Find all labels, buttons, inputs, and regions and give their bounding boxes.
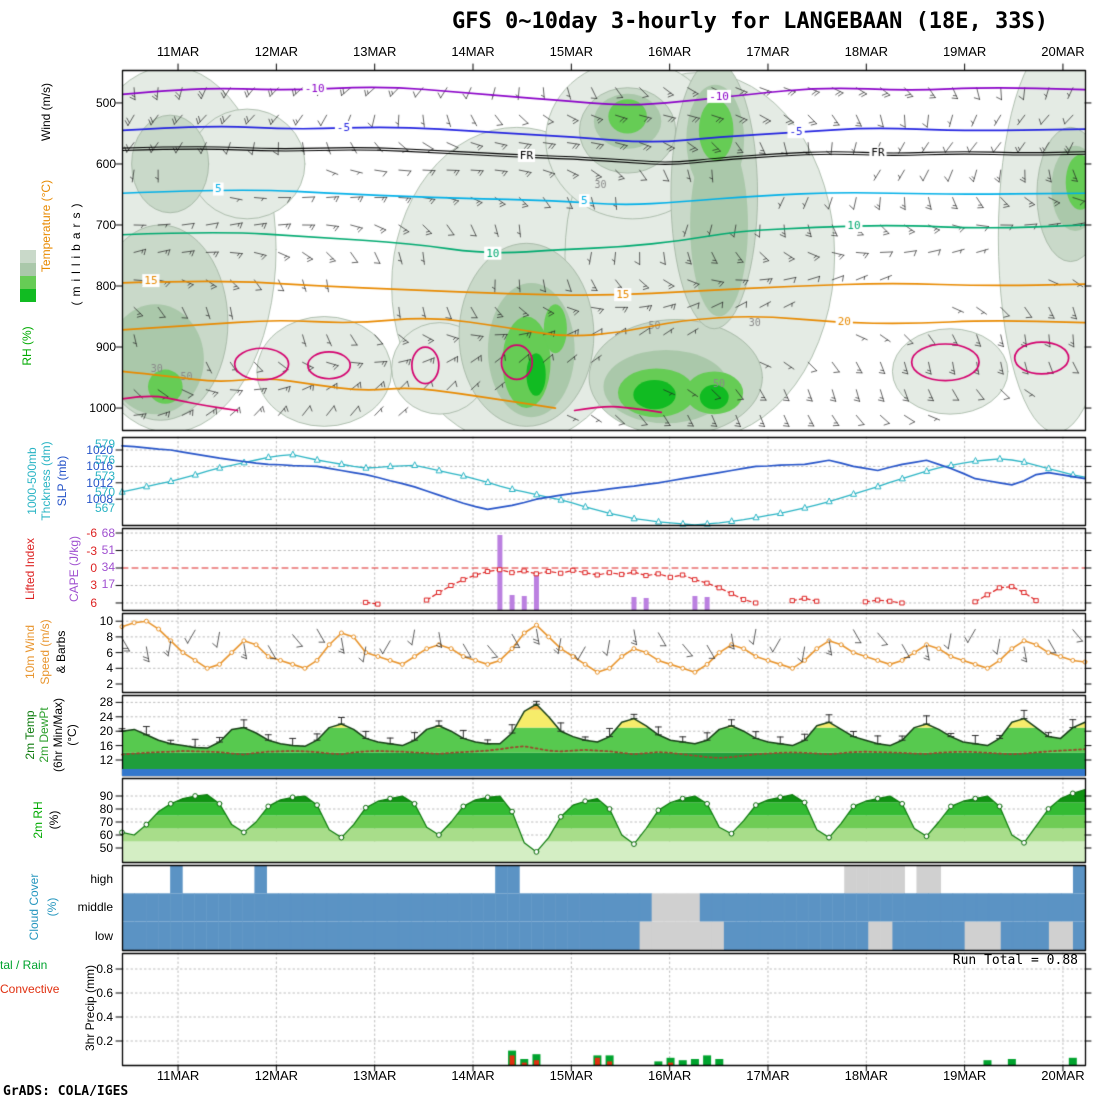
axis-label-thickness-1: 1000-500mb: [25, 447, 39, 515]
y-tick-temp: 16: [99, 738, 113, 753]
y-tick-thickness: 570: [94, 484, 115, 499]
y-tick-temp: 12: [99, 753, 113, 767]
y-tick-precip: 0.4: [96, 1010, 113, 1024]
y-tick-lifted-index: 3: [90, 578, 97, 593]
y-tick-cape: 51: [101, 543, 115, 557]
rh-colorbar: [20, 250, 36, 302]
axis-label-temperature: Temperature (°C): [39, 179, 53, 273]
y-tick-thickness: 579: [94, 437, 115, 451]
y-tick-temp: 20: [99, 724, 113, 739]
legend-total-rain: tal / Rain: [0, 958, 48, 972]
axis-label-rh: RH (%): [20, 326, 34, 366]
axis-label-lifted-index: Lifted Index: [23, 537, 37, 601]
axis-label-rh-pct: (%): [47, 810, 61, 830]
date-label-top: 19MAR: [942, 44, 987, 59]
y-tick-precip: 0.2: [96, 1034, 113, 1048]
y-tick-wind: 10: [99, 614, 113, 629]
y-tick-slp: 1016: [86, 459, 113, 474]
y-tick-rh: 60: [99, 828, 113, 842]
date-label-top: 18MAR: [844, 44, 888, 59]
y-tick-pressure: 700: [95, 217, 116, 232]
y-tick-pressure: 600: [95, 156, 116, 171]
date-label-top: 12MAR: [254, 44, 299, 59]
y-tick-slp: 1012: [86, 475, 113, 490]
chart-title: GFS 0~10day 3-hourly for LANGEBAAN (18E,…: [451, 9, 1049, 34]
y-tick-slp: 1020: [86, 443, 113, 457]
date-label-bottom: 11MAR: [156, 1068, 200, 1083]
date-label-top: 14MAR: [451, 44, 495, 59]
cloud-row-label: middle: [77, 900, 113, 915]
y-tick-lifted-index: 0: [90, 561, 97, 575]
y-tick-slp: 1008: [86, 492, 113, 507]
date-label-bottom: 20MAR: [1041, 1068, 1085, 1083]
cloud-row-label: low: [94, 928, 113, 943]
y-tick-rh: 90: [99, 789, 113, 803]
y-tick-lifted-index: -6: [86, 526, 97, 541]
y-tick-thickness: 573: [94, 468, 115, 483]
y-tick-pressure: 500: [95, 95, 116, 110]
y-tick-rh: 70: [99, 815, 113, 829]
axis-label-minmax: (6hr Min/Max): [51, 697, 65, 773]
cloud-row-label: high: [90, 872, 113, 886]
y-tick-lifted-index: -3: [86, 543, 97, 558]
run-total-label: Run Total = 0.88: [952, 953, 1078, 968]
y-tick-wind: 6: [106, 645, 113, 660]
y-tick-rh: 80: [99, 802, 113, 816]
date-label-bottom: 13MAR: [353, 1068, 397, 1083]
y-tick-pressure: 1000: [89, 401, 116, 416]
y-tick-precip: 0.8: [96, 962, 113, 976]
y-tick-pressure: 900: [95, 340, 116, 355]
axis-label-2m-temp: 2m Temp: [23, 710, 37, 760]
rh-colorbar-cell: [20, 263, 36, 276]
date-label-top: 16MAR: [647, 44, 692, 59]
date-label-top: 13MAR: [353, 44, 397, 59]
axis-label-wind-units: Wind (m/s): [39, 83, 53, 141]
date-label-bottom: 12MAR: [254, 1068, 299, 1083]
grads-credit: GrADS: COLA/IGES: [3, 1084, 129, 1099]
legend-convective: Convective: [0, 982, 60, 996]
y-tick-precip: 0.6: [96, 986, 113, 1000]
axis-label-2m-dewpt: 2m DewPt: [37, 707, 51, 763]
date-label-top: 20MAR: [1041, 44, 1085, 59]
y-tick-wind: 8: [106, 629, 113, 644]
axis-label-10m-wind: 10m Wind: [23, 624, 37, 680]
y-tick-rh: 50: [99, 841, 113, 855]
date-label-bottom: 18MAR: [844, 1068, 888, 1083]
y-tick-thickness: 576: [94, 452, 115, 467]
y-tick-temp: 28: [99, 695, 113, 710]
y-tick-thickness: 567: [94, 500, 115, 515]
rh-colorbar-cell: [20, 276, 36, 289]
rh-colorbar-cell: [20, 250, 36, 263]
date-label-top: 11MAR: [156, 44, 200, 59]
date-label-bottom: 14MAR: [451, 1068, 495, 1083]
y-tick-wind: 2: [106, 677, 113, 691]
date-label-top: 15MAR: [549, 44, 593, 59]
y-tick-cape: 68: [101, 526, 115, 540]
axis-label-2m-rh: 2m RH: [31, 801, 45, 839]
y-tick-pressure: 800: [95, 279, 116, 293]
date-label-bottom: 16MAR: [647, 1068, 692, 1083]
axis-label-barbs: & Barbs: [54, 630, 68, 674]
date-label-bottom: 15MAR: [549, 1068, 593, 1083]
date-label-bottom: 17MAR: [746, 1068, 790, 1083]
rh-colorbar-cell: [20, 289, 36, 302]
y-tick-lifted-index: 6: [90, 595, 97, 610]
axis-label-thickness-2: Thckness (dm): [39, 441, 53, 521]
y-tick-wind: 4: [106, 661, 113, 676]
date-label-bottom: 19MAR: [942, 1068, 987, 1083]
y-tick-cape: 34: [101, 560, 115, 574]
axis-label-cloud-pct: (%): [45, 897, 59, 917]
y-tick-temp: 24: [99, 709, 113, 724]
axis-label-wind-speed: Speed (m/s): [38, 619, 52, 685]
date-label-top: 17MAR: [746, 44, 790, 59]
axis-label-cloud-cover: Cloud Cover: [27, 873, 41, 941]
y-tick-cape: 17: [101, 577, 115, 591]
